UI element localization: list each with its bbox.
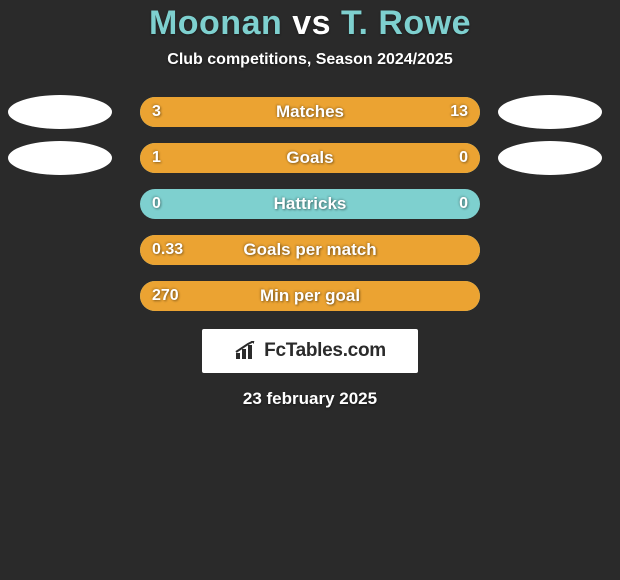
right-player-avatar (498, 141, 602, 175)
bar-chart-icon (234, 341, 258, 361)
stat-value-left: 0 (152, 189, 161, 219)
player-a-name: Moonan (149, 4, 282, 42)
vs-separator: vs (292, 4, 331, 42)
stat-row: 10Goals (0, 143, 620, 173)
page-title: Moonan vs T. Rowe (149, 4, 471, 43)
stat-value-right: 13 (450, 97, 468, 127)
comparison-card: Moonan vs T. Rowe Club competitions, Sea… (0, 0, 620, 580)
stat-bar-track: 270Min per goal (140, 281, 480, 311)
left-player-avatar (8, 95, 112, 129)
brand-inner: FcTables.com (234, 340, 386, 362)
title-block: Moonan vs T. Rowe Club competitions, Sea… (0, 0, 620, 69)
stat-row: 270Min per goal (0, 281, 620, 311)
stat-bar-track: 0.33Goals per match (140, 235, 480, 265)
stat-bar-left-fill (140, 235, 480, 265)
player-b-name: T. Rowe (341, 4, 471, 42)
stat-value-right: 0 (459, 143, 468, 173)
subtitle: Club competitions, Season 2024/2025 (0, 51, 620, 69)
stat-bar-left-fill (140, 143, 402, 173)
stats-bars: 313Matches10Goals00Hattricks0.33Goals pe… (0, 97, 620, 311)
stat-row: 0 0Hattricks (0, 189, 620, 219)
stat-value-left: 0.33 (152, 235, 183, 265)
stat-value-left: 270 (152, 281, 179, 311)
right-player-avatar (498, 95, 602, 129)
brand-badge[interactable]: FcTables.com (202, 329, 418, 373)
stat-bar-right-fill (204, 97, 480, 127)
date-line: 23 february 2025 (0, 389, 620, 409)
stat-label: Hattricks (140, 189, 480, 219)
left-player-avatar (8, 141, 112, 175)
brand-text: FcTables.com (264, 340, 386, 362)
stat-value-left: 3 (152, 97, 161, 127)
stat-bar-left-fill (140, 281, 480, 311)
stat-row: 0.33Goals per match (0, 235, 620, 265)
stat-bar-track: 0 0Hattricks (140, 189, 480, 219)
stat-bar-right-fill (402, 143, 480, 173)
stat-bar-left-fill (140, 97, 204, 127)
stat-row: 313Matches (0, 97, 620, 127)
stat-value-left: 1 (152, 143, 161, 173)
stat-bar-track: 10Goals (140, 143, 480, 173)
stat-value-right: 0 (459, 189, 468, 219)
stat-bar-track: 313Matches (140, 97, 480, 127)
